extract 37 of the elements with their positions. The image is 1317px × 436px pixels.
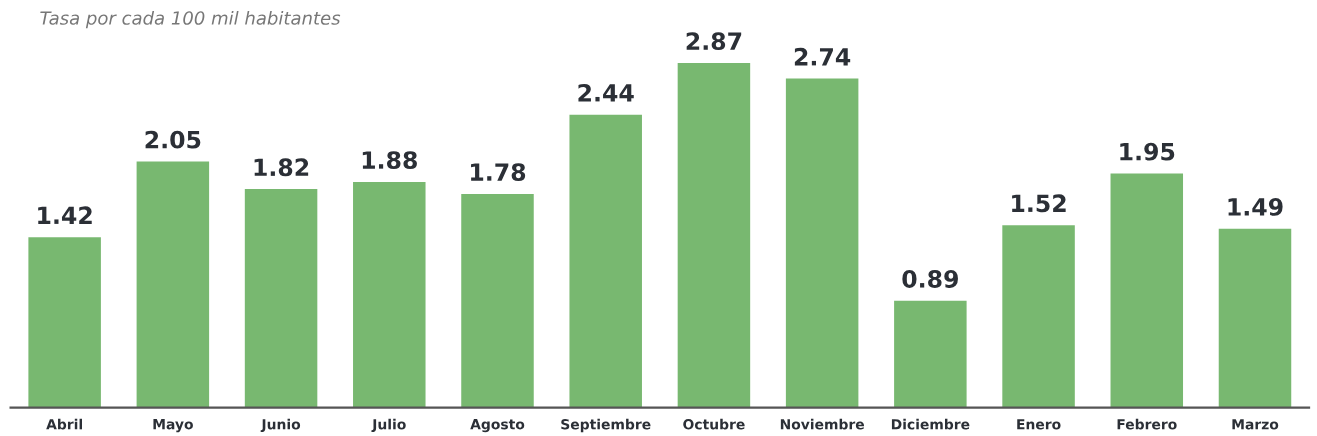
- bar: [1218, 228, 1292, 408]
- data-label: 2.44: [578, 83, 634, 102]
- bar: [136, 161, 210, 408]
- data-label: 1.78: [471, 163, 526, 181]
- data-label: 1.88: [362, 151, 417, 169]
- chart-subtitle: Tasa por cada 100 mil habitantes: [40, 10, 341, 29]
- bar: [28, 237, 101, 408]
- x-tick-label: Febrero: [1117, 418, 1177, 430]
- bar: [569, 114, 642, 408]
- bar: [1110, 173, 1184, 408]
- data-label: 1.82: [254, 158, 309, 177]
- bar: [1002, 225, 1075, 408]
- x-tick-label: Julio: [371, 418, 406, 433]
- x-tick-label: Junio: [260, 418, 301, 433]
- data-label: 1.49: [1228, 197, 1283, 216]
- x-tick-label: Mayo: [153, 419, 193, 433]
- x-tick-label: Agosto: [470, 419, 525, 433]
- data-label: 1.52: [1012, 194, 1066, 213]
- data-label: 1.42: [38, 206, 92, 224]
- x-tick-label: Abril: [46, 418, 83, 430]
- data-label: 0.89: [902, 270, 958, 288]
- data-label: 1.95: [1120, 142, 1175, 161]
- bar: [353, 181, 426, 408]
- x-tick-label: Diciembre: [891, 418, 970, 430]
- x-tick-label: Octubre: [683, 418, 745, 430]
- x-tick-label: Noviembre: [780, 418, 865, 430]
- bar: [461, 193, 534, 408]
- bar: [894, 300, 967, 408]
- bar: [244, 189, 318, 408]
- bar: [785, 78, 859, 408]
- data-label: 2.05: [145, 130, 201, 149]
- data-label: 2.74: [794, 47, 851, 66]
- x-tick-label: Enero: [1017, 419, 1061, 430]
- bar: [677, 63, 751, 408]
- x-tick-label: Marzo: [1232, 419, 1279, 430]
- data-label: 2.87: [686, 32, 742, 51]
- x-tick-label: Septiembre: [561, 418, 651, 433]
